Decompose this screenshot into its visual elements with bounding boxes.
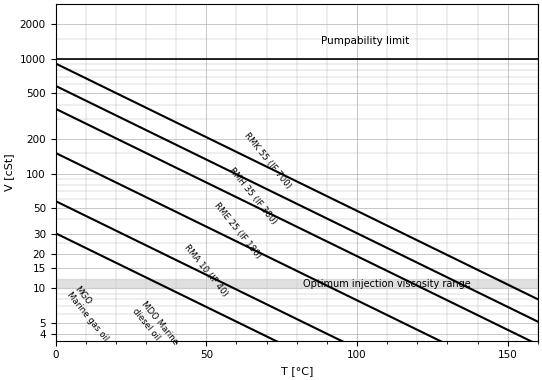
X-axis label: T [°C]: T [°C] bbox=[281, 366, 313, 376]
Y-axis label: V [cSt]: V [cSt] bbox=[4, 154, 14, 191]
Text: Pumpability limit: Pumpability limit bbox=[321, 36, 409, 46]
Text: RMA 10 (IF 40): RMA 10 (IF 40) bbox=[182, 243, 229, 299]
Text: RMH 35 (IF 380): RMH 35 (IF 380) bbox=[228, 165, 279, 225]
Text: MGO
Marine gas oil: MGO Marine gas oil bbox=[64, 284, 118, 343]
Text: RMK 55 (IF 700): RMK 55 (IF 700) bbox=[242, 131, 293, 190]
Text: MDO Marine
diesel oil: MDO Marine diesel oil bbox=[131, 300, 179, 353]
Bar bbox=[56, 279, 538, 288]
Text: Optimum injection viscosity range: Optimum injection viscosity range bbox=[304, 279, 471, 288]
Text: RME 25 (IF 180): RME 25 (IF 180) bbox=[212, 201, 263, 260]
